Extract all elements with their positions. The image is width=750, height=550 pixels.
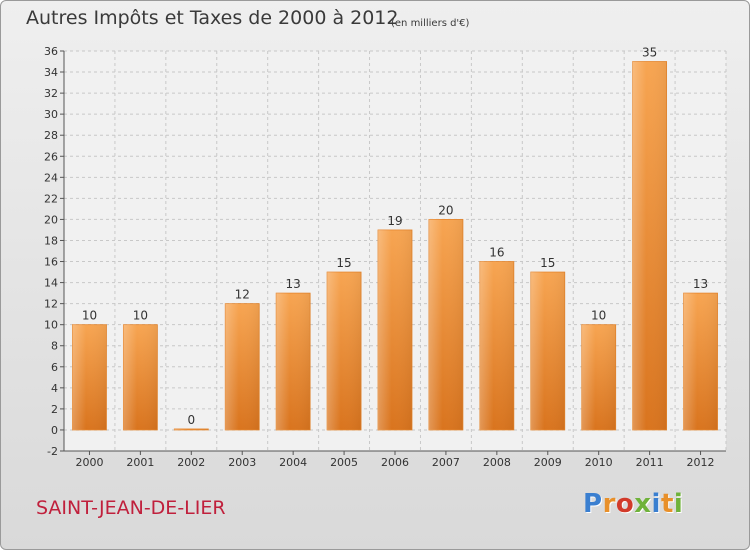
bar-sheen	[276, 293, 311, 430]
x-tick-label: 2010	[585, 456, 613, 469]
y-tick-label: 20	[44, 213, 58, 226]
x-tick-label: 2009	[534, 456, 562, 469]
bar-sheen	[378, 229, 412, 430]
bar-sheen	[327, 272, 362, 430]
bar-sheen	[123, 324, 158, 430]
x-tick-label: 2011	[636, 456, 664, 469]
y-tick-label: 32	[44, 87, 58, 100]
data-label: 12	[235, 288, 250, 302]
bar-sheen	[225, 303, 260, 430]
data-label: 10	[82, 309, 97, 323]
y-tick-label: 30	[44, 108, 58, 121]
data-label: 16	[489, 246, 504, 260]
x-tick-label: 2005	[330, 456, 358, 469]
chart-subtitle: (en milliers d'€)	[391, 18, 470, 29]
bar-sheen	[632, 61, 667, 430]
data-label: 10	[133, 309, 148, 323]
bar-sheen	[428, 219, 463, 430]
bar-sheen	[174, 428, 209, 430]
y-tick-label: -2	[47, 445, 58, 458]
bars	[72, 61, 718, 431]
bar-sheen	[683, 293, 718, 430]
y-tick-label: 24	[44, 171, 58, 184]
y-tick-label: 6	[51, 361, 58, 374]
data-label: 13	[693, 277, 708, 291]
bar-sheen	[530, 272, 565, 430]
data-labels: 10 10 0 12 13 15 19 20 16 15 10 35 13	[82, 46, 708, 427]
bar-sheen	[581, 324, 616, 430]
data-label: 19	[387, 214, 402, 228]
data-label: 15	[540, 256, 555, 270]
x-tick-label: 2000	[75, 456, 103, 469]
y-tick-label: 16	[44, 256, 58, 269]
data-label: 20	[438, 203, 453, 217]
data-label: 35	[642, 46, 657, 60]
logo-letter: i	[673, 489, 684, 519]
x-tick-label: 2008	[483, 456, 511, 469]
y-tick-label: 10	[44, 319, 58, 332]
x-tick-label: 2006	[381, 456, 409, 469]
y-tick-label: 2	[51, 403, 58, 416]
y-tick-label: 4	[51, 382, 58, 395]
y-tick-label: 14	[44, 277, 58, 290]
y-tick-label: 22	[44, 192, 58, 205]
x-tick-label: 2001	[126, 456, 154, 469]
x-tick-label: 2002	[177, 456, 205, 469]
y-tick-label: 0	[51, 424, 58, 437]
proxiti-logo[interactable]: Proxiti	[583, 489, 683, 519]
y-tick-label: 36	[44, 45, 58, 58]
data-label: 15	[336, 256, 351, 270]
y-tick-label: 18	[44, 234, 58, 247]
bar-sheen	[479, 261, 514, 430]
x-tick-label: 2012	[687, 456, 715, 469]
logo-letter: x	[634, 489, 652, 519]
x-tick-label: 2003	[228, 456, 256, 469]
y-tick-label: 34	[44, 66, 58, 79]
x-tick-label: 2004	[279, 456, 307, 469]
bar-sheen	[72, 324, 107, 430]
logo-letter: r	[602, 489, 616, 519]
logo-letter: i	[651, 489, 661, 519]
data-label: 10	[591, 309, 606, 323]
data-label: 13	[286, 277, 301, 291]
y-tick-label: 26	[44, 150, 58, 163]
commune-name: SAINT-JEAN-DE-LIER	[36, 497, 226, 519]
y-tick-label: 8	[51, 340, 58, 353]
logo-letter: o	[615, 489, 635, 519]
y-tick-label: 28	[44, 129, 58, 142]
y-tick-label: 12	[44, 298, 58, 311]
x-tick-label: 2007	[432, 456, 460, 469]
logo-letter: t	[660, 489, 674, 519]
data-label: 0	[187, 413, 195, 427]
logo-letter: P	[583, 489, 603, 519]
chart-title: Autres Impôts et Taxes de 2000 à 2012	[26, 7, 399, 29]
